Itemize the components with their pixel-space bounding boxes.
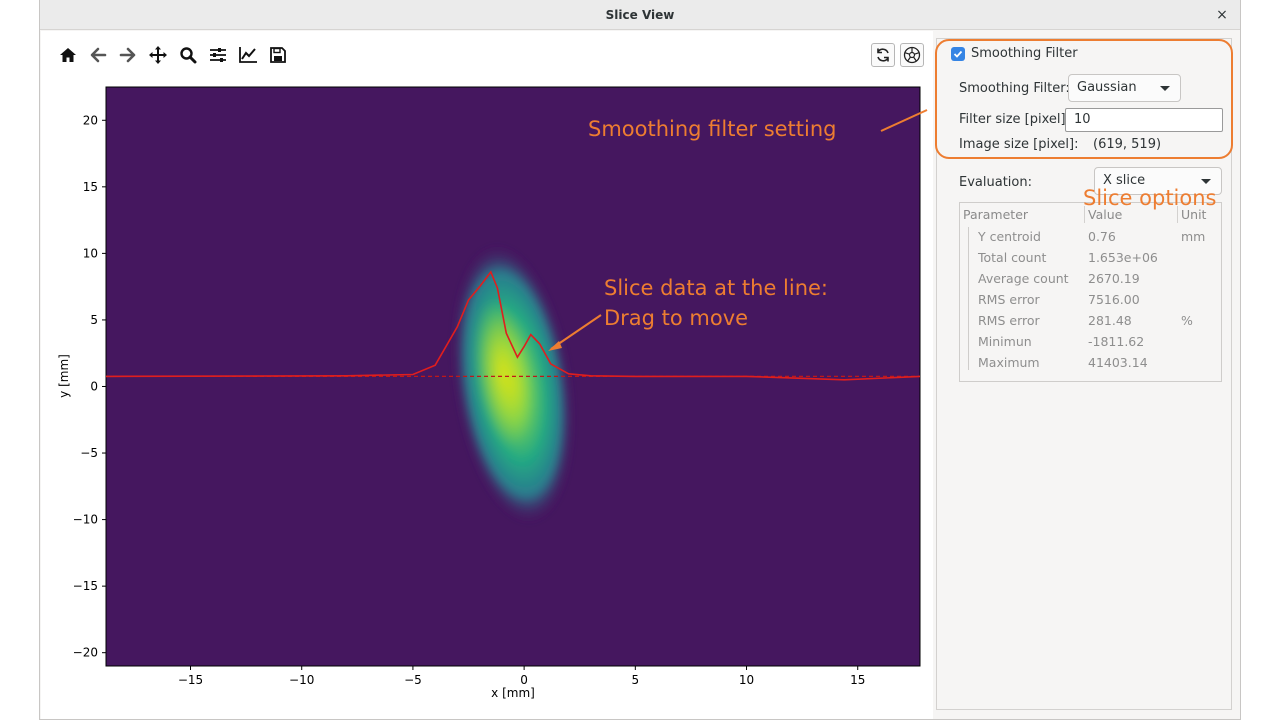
table-row[interactable]: Minimun -1811.62 <box>960 332 1221 353</box>
smoothing-checkbox[interactable] <box>951 47 965 61</box>
row-unit: mm <box>1181 229 1206 244</box>
x-axis-label: x [mm] <box>491 686 535 700</box>
y-axis-ticks: 20 15 10 5 0 −5 −10 −15 −20 <box>73 113 106 660</box>
annotation-slice-data-line1: Slice data at the line: <box>604 276 829 300</box>
slice-plot[interactable]: 20 15 10 5 0 −5 −10 −15 −20 −15 −10 −5 0 5 10 15 x [mm… <box>41 31 933 719</box>
x-tick-label: 10 <box>739 673 754 687</box>
zoom-icon[interactable] <box>173 41 203 69</box>
evaluation-value: X slice <box>1103 173 1146 188</box>
row-unit: % <box>1181 313 1193 328</box>
row-parameter: Total count <box>978 250 1047 265</box>
table-row[interactable]: RMS error 7516.00 <box>960 290 1221 311</box>
x-tick-label: −10 <box>289 673 314 687</box>
home-icon[interactable] <box>53 41 83 69</box>
checkmark-icon <box>953 50 963 58</box>
x-tick-label: 15 <box>850 673 865 687</box>
annotation-smoothing: Smoothing filter setting <box>588 117 837 141</box>
table-header-value[interactable]: Value <box>1088 207 1123 222</box>
edit-axis-icon[interactable] <box>233 41 263 69</box>
row-parameter: Average count <box>978 271 1069 286</box>
table-row[interactable]: RMS error 281.48 % <box>960 311 1221 332</box>
tree-branch-line <box>968 227 969 370</box>
y-tick-label: 0 <box>90 379 98 393</box>
row-value: 7516.00 <box>1088 292 1140 307</box>
table-header-parameter[interactable]: Parameter <box>963 207 1029 222</box>
row-value: -1811.62 <box>1088 334 1145 349</box>
y-tick-label: −20 <box>73 646 98 660</box>
row-parameter: Minimun <box>978 334 1032 349</box>
annotation-arrow-smoothing <box>880 109 928 132</box>
table-row[interactable]: Maximum 41403.14 <box>960 353 1221 374</box>
row-value: 1.653e+06 <box>1088 250 1158 265</box>
x-tick-label: 0 <box>520 673 528 687</box>
y-tick-label: 5 <box>90 313 98 327</box>
y-tick-label: −5 <box>80 446 98 460</box>
row-parameter: RMS error <box>978 313 1040 328</box>
smoothing-filter-label: Smoothing Filter: <box>959 81 1070 96</box>
results-table: Parameter Value Unit Y centroid 0.76 mm … <box>959 202 1222 382</box>
smoothing-filter-value: Gaussian <box>1077 80 1137 95</box>
heatmap-beam <box>453 245 573 523</box>
titlebar: Slice View × <box>40 0 1240 30</box>
colormap-button[interactable] <box>900 43 924 67</box>
annotation-slice-data-line2: Drag to move <box>604 306 749 330</box>
side-panel: Smoothing Filter Smoothing Filter: Gauss… <box>936 38 1232 710</box>
plot-toolbar <box>53 41 293 69</box>
close-button[interactable]: × <box>1216 7 1228 23</box>
x-axis-ticks: −15 −10 −5 0 5 10 15 <box>178 666 865 687</box>
header-divider <box>1177 206 1178 223</box>
x-tick-label: 5 <box>632 673 640 687</box>
table-header-unit[interactable]: Unit <box>1181 207 1207 222</box>
y-axis-label: y [mm] <box>57 354 71 398</box>
y-tick-label: −10 <box>73 513 98 527</box>
chevron-down-icon <box>1160 86 1170 91</box>
smoothing-filter-select[interactable]: Gaussian <box>1068 74 1181 102</box>
refresh-button[interactable] <box>871 43 895 67</box>
save-icon[interactable] <box>263 41 293 69</box>
slice-view-window: Slice View × <box>39 0 1241 720</box>
row-value: 41403.14 <box>1088 355 1148 370</box>
evaluation-label: Evaluation: <box>959 175 1032 190</box>
annotation-slice-options: Slice options <box>1083 186 1217 210</box>
x-tick-label: −15 <box>178 673 203 687</box>
image-size-value: (619, 519) <box>1093 137 1162 152</box>
table-row[interactable]: Y centroid 0.76 mm <box>960 227 1221 248</box>
filter-size-label: Filter size [pixel]: <box>959 112 1070 127</box>
slice-profile-line[interactable] <box>105 270 921 381</box>
image-size-label: Image size [pixel]: <box>959 137 1079 152</box>
window-title: Slice View <box>605 7 675 22</box>
evaluation-select[interactable]: X slice <box>1094 167 1222 195</box>
pan-icon[interactable] <box>143 41 173 69</box>
y-tick-label: 15 <box>83 180 98 194</box>
colormap-icon <box>903 46 921 64</box>
smoothing-checkbox-label: Smoothing Filter <box>971 46 1078 61</box>
table-row[interactable]: Average count 2670.19 <box>960 269 1221 290</box>
refresh-icon <box>877 48 889 62</box>
configure-subplots-icon[interactable] <box>203 41 233 69</box>
row-parameter: RMS error <box>978 292 1040 307</box>
y-tick-label: 20 <box>83 113 98 127</box>
row-value: 2670.19 <box>1088 271 1140 286</box>
annotation-arrowhead-slice <box>548 341 562 351</box>
row-value: 0.76 <box>1088 229 1116 244</box>
y-tick-label: −15 <box>73 579 98 593</box>
plot-area: 20 15 10 5 0 −5 −10 −15 −20 −15 −10 −5 0 5 10 15 x [mm… <box>41 31 933 719</box>
table-row[interactable]: Total count 1.653e+06 <box>960 248 1221 269</box>
filter-size-field[interactable]: 10 <box>1065 108 1223 132</box>
chevron-down-icon <box>1201 179 1211 184</box>
row-parameter: Maximum <box>978 355 1040 370</box>
x-tick-label: −5 <box>404 673 422 687</box>
forward-arrow-icon[interactable] <box>113 41 143 69</box>
row-parameter: Y centroid <box>978 229 1041 244</box>
header-divider <box>1084 206 1085 223</box>
y-tick-label: 10 <box>83 246 98 260</box>
back-arrow-icon[interactable] <box>83 41 113 69</box>
row-value: 281.48 <box>1088 313 1132 328</box>
